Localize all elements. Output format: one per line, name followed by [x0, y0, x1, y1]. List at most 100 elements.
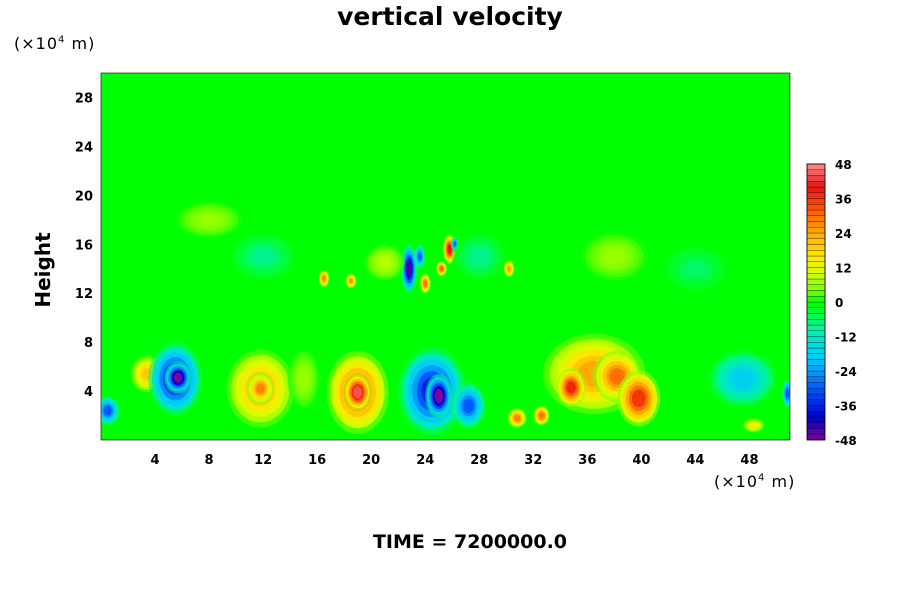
contour-level: [566, 381, 576, 394]
contour-feature: [229, 232, 297, 281]
colorbar-band: [806, 227, 826, 234]
contour-feature: [175, 201, 243, 239]
colorbar-band: [806, 278, 826, 285]
x-tick-label: 40: [632, 453, 650, 468]
colorbar-band: [806, 428, 826, 435]
colorbar-band: [806, 353, 826, 360]
time-footer: TIME = 7200000.0: [372, 531, 568, 553]
y-tick-label: 8: [84, 336, 93, 351]
colorbar-band: [806, 238, 826, 245]
colorbar-band: [806, 296, 826, 303]
x-tick-label: 4: [151, 453, 160, 468]
x-axis-unit: (×104 m): [714, 472, 795, 491]
colorbar-band: [806, 186, 826, 193]
colorbar-band: [806, 313, 826, 320]
colorbar: 48 36 24 12 0 -12 -24 -36 -48: [806, 158, 857, 448]
x-tick-label: 24: [416, 453, 434, 468]
y-tick-label: 24: [75, 140, 93, 155]
contour-level: [423, 280, 427, 287]
contour-feature: [707, 349, 778, 409]
contour-level: [731, 369, 754, 389]
colorbar-band: [806, 192, 826, 199]
contour-feature: [318, 269, 330, 288]
colorbar-band: [806, 365, 826, 372]
colorbar-band: [806, 393, 826, 400]
colorbar-tick-label: 36: [835, 193, 852, 207]
contour-level: [322, 275, 326, 282]
contour-level: [198, 213, 220, 226]
contour-feature: [742, 417, 765, 433]
contour-feature: [507, 408, 527, 428]
colorbar-band: [806, 382, 826, 389]
colorbar-band: [806, 175, 826, 182]
contour-feature: [503, 260, 515, 278]
contour-level: [406, 260, 412, 277]
contour-feature: [287, 348, 320, 410]
colorbar-band: [806, 411, 826, 418]
colorbar-frame: [806, 163, 826, 441]
colorbar-band: [806, 370, 826, 377]
colorbar-tick-label: -24: [835, 365, 857, 379]
colorbar-band: [806, 284, 826, 291]
contour-feature: [364, 244, 405, 281]
colorbar-band: [806, 324, 826, 331]
colorbar-band: [806, 405, 826, 412]
contour-level: [750, 422, 757, 428]
contour-level: [684, 260, 707, 277]
colorbar-band: [806, 181, 826, 188]
colorbar-band: [806, 434, 826, 441]
colorbar-band: [806, 250, 826, 257]
colorbar-band: [806, 347, 826, 354]
colorbar-tick-label: -36: [835, 400, 857, 414]
contour-level: [785, 388, 790, 399]
colorbar-band: [806, 422, 826, 429]
y-tick-label: 12: [75, 287, 93, 302]
contour-level: [631, 389, 646, 408]
colorbar-band: [806, 221, 826, 228]
colorbar-band: [806, 209, 826, 216]
contour-feature: [436, 261, 447, 277]
colorbar-band: [806, 301, 826, 308]
x-tick-label: 32: [524, 453, 542, 468]
chart-title: vertical velocity: [337, 2, 563, 31]
contour-level: [378, 256, 392, 269]
contour-feature: [425, 373, 453, 418]
x-tick-label: 28: [470, 453, 488, 468]
contour-feature: [556, 367, 587, 407]
x-tick-label: 8: [205, 453, 214, 468]
colorbar-band: [806, 399, 826, 406]
colorbar-tick-label: -12: [835, 331, 857, 345]
y-unit-exponent: 4: [58, 34, 66, 46]
colorbar-band: [806, 244, 826, 251]
contour-level: [252, 248, 274, 265]
colorbar-band: [806, 204, 826, 211]
contour-level: [353, 386, 362, 399]
contour-level: [538, 412, 544, 419]
colorbar-tick-label: 12: [835, 262, 852, 276]
contour-feature: [164, 361, 192, 394]
y-tick-label: 4: [84, 385, 93, 400]
x-unit-base: (×10: [714, 472, 759, 491]
contour-feature: [419, 273, 431, 294]
colorbar-band: [806, 215, 826, 222]
contour-feature: [345, 273, 357, 289]
contour-level: [507, 266, 511, 272]
colorbar-band: [806, 232, 826, 239]
colorbar-band: [806, 261, 826, 268]
colorbar-band: [806, 307, 826, 314]
y-axis-unit: (×104 m): [14, 34, 95, 53]
colorbar-band: [806, 319, 826, 326]
colorbar-tick-label: 0: [835, 296, 843, 310]
colorbar-band: [806, 330, 826, 337]
colorbar-band: [806, 359, 826, 366]
contour-feature: [452, 232, 507, 281]
contour-level: [439, 266, 444, 272]
contour-feature: [414, 244, 426, 269]
colorbar-band: [806, 388, 826, 395]
y-tick-label: 28: [75, 91, 93, 106]
contour-level: [462, 398, 475, 414]
contour-level: [349, 278, 353, 284]
contour-feature: [533, 405, 550, 426]
plot-frame: [100, 72, 791, 441]
